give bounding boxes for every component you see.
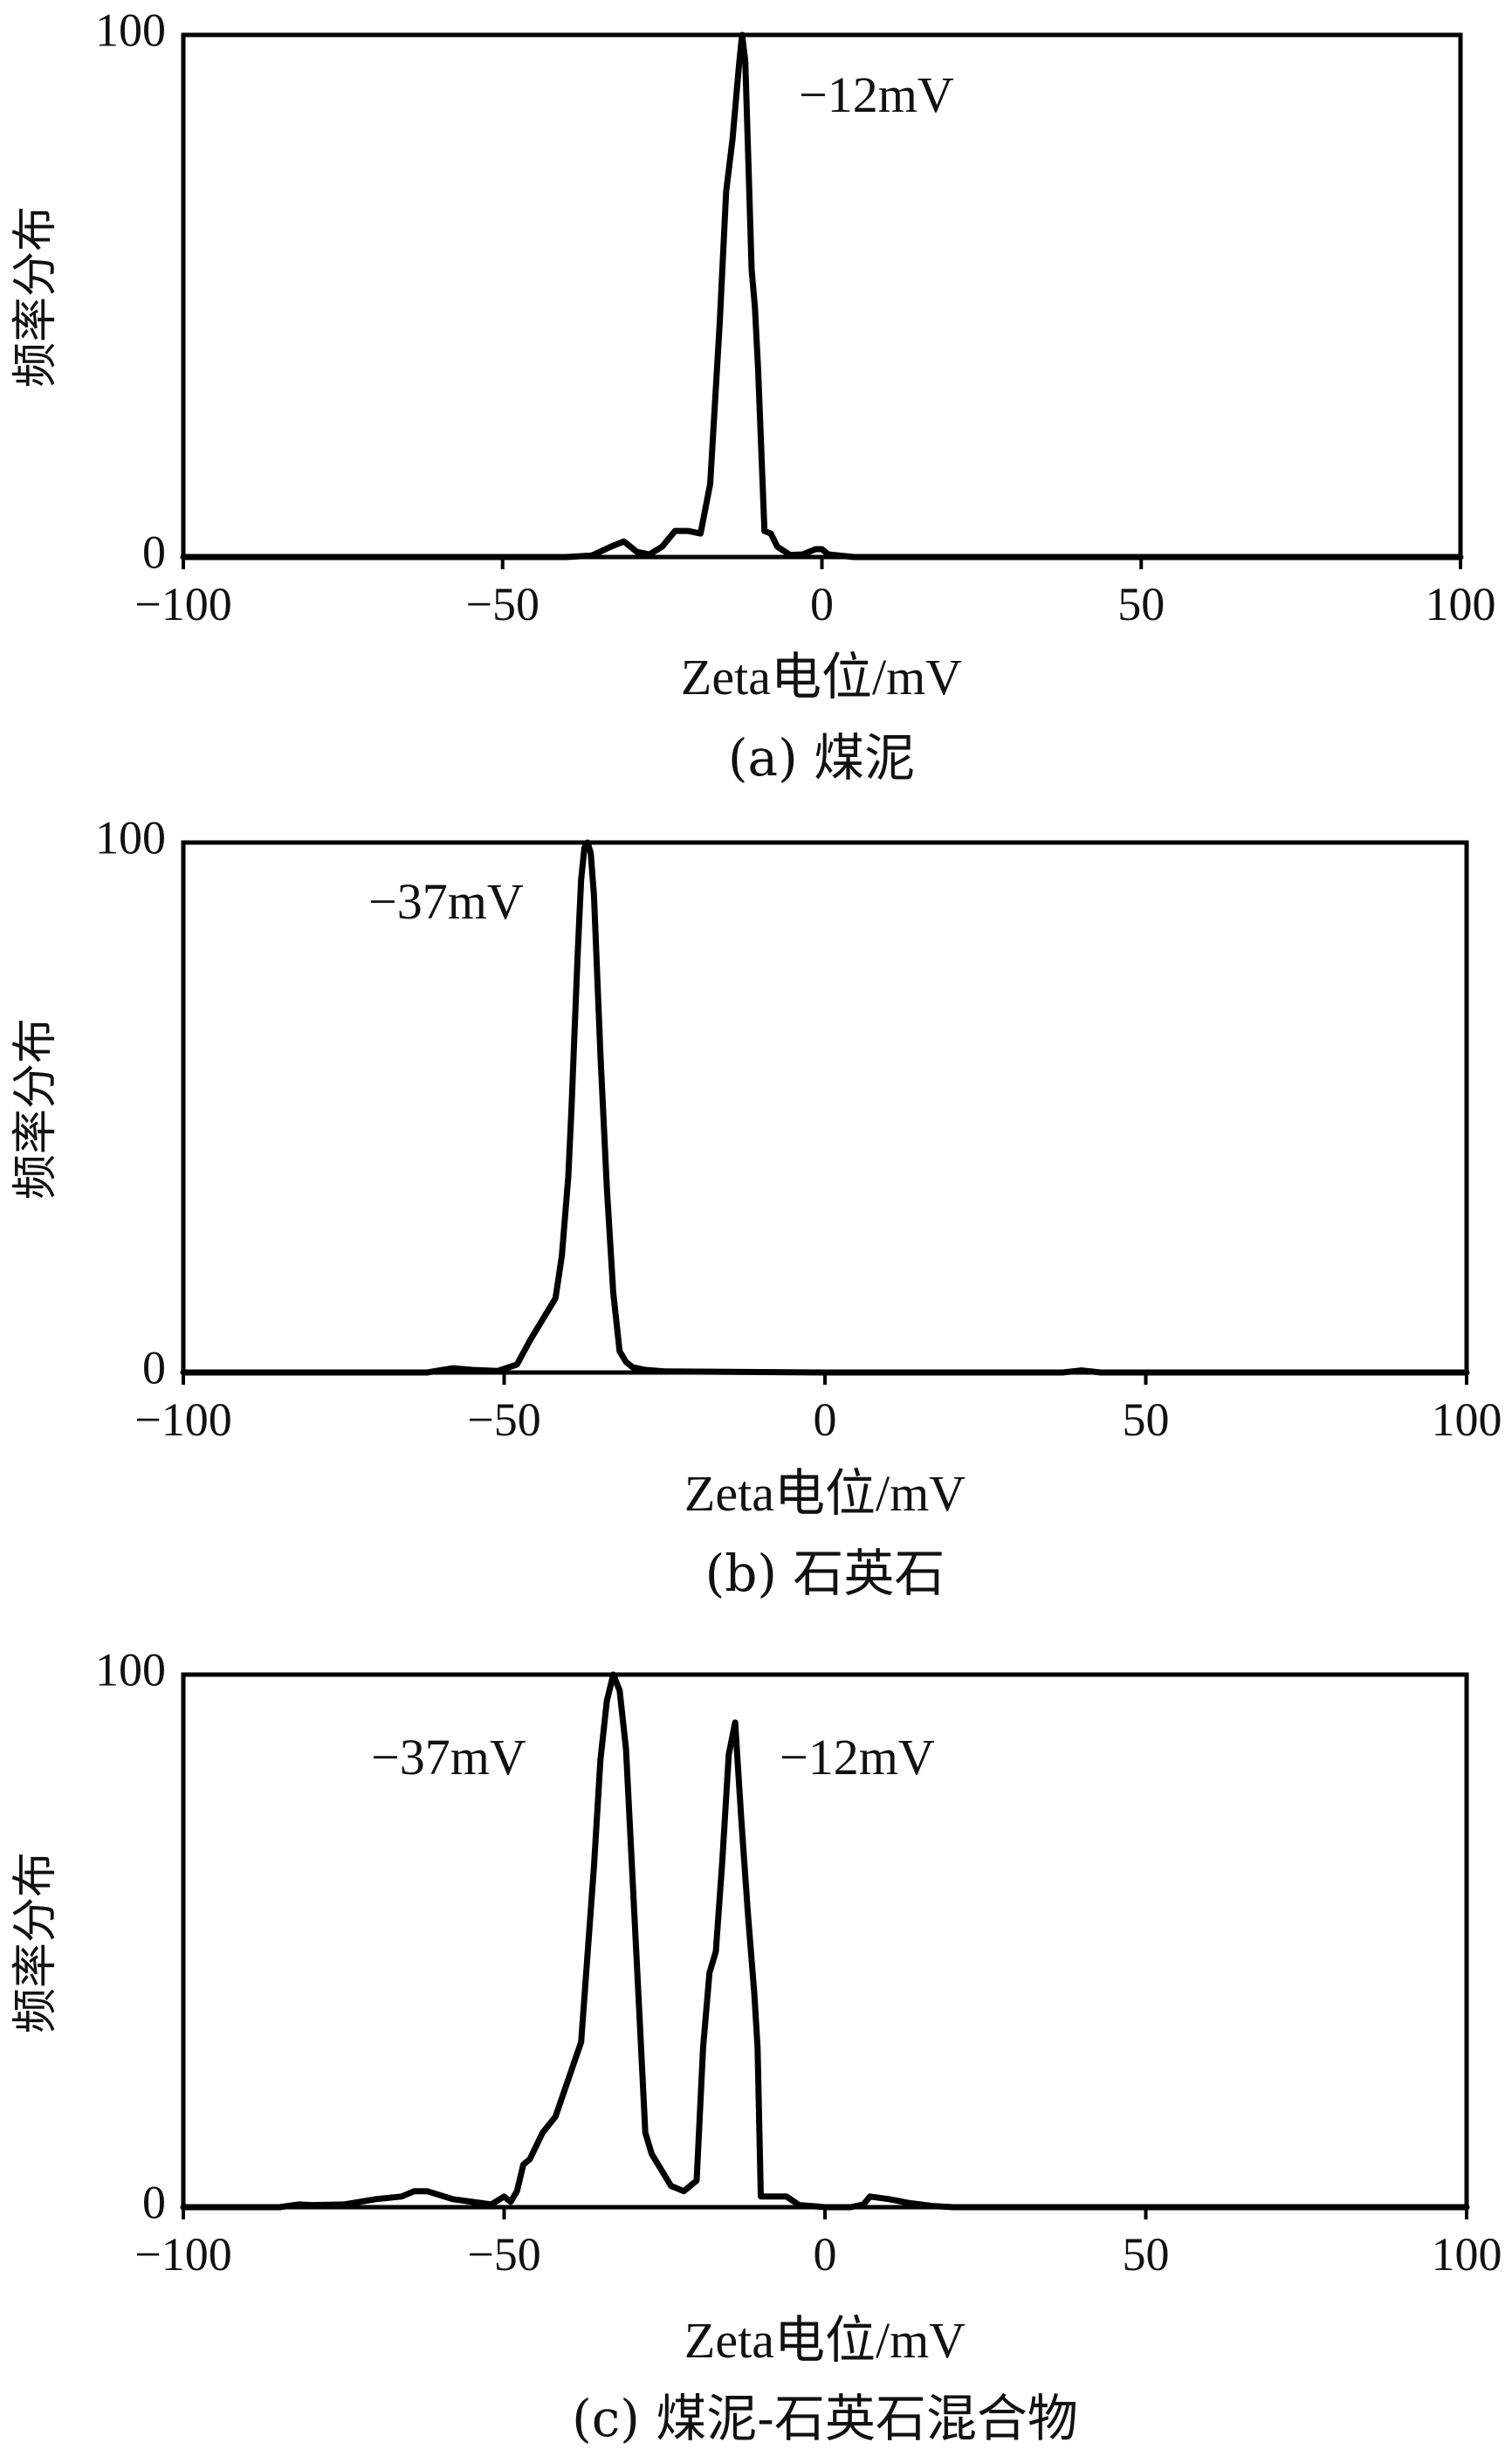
annotation-minus12-a: −12mV (799, 66, 954, 123)
x-ticks-a: −100 −50 0 50 100 (134, 557, 1496, 630)
caption-c: (c) 煤泥-石英石混合物 (572, 2389, 1078, 2448)
annotation-minus37-b: −37mV (368, 873, 524, 930)
x-tick-label-b: −100 (134, 1393, 231, 1446)
x-tick-label-c: −50 (467, 2228, 540, 2281)
x-tick-label-a: −50 (466, 578, 540, 630)
series-line-a (180, 31, 1464, 561)
series-line-c (180, 1671, 1470, 2211)
y-ticks-c: 100 0 (95, 1643, 166, 2228)
panel-c: −100 −50 0 50 100 100 0 −37mV −12mV 频率分布 Zet… (10, 1643, 1502, 2448)
caption-b: (b) 石英石 (705, 1544, 945, 1603)
x-tick-label-c: 0 (814, 2228, 837, 2281)
x-tick-label-b: −50 (467, 1393, 540, 1446)
y-tick-100-b: 100 (95, 811, 166, 863)
x-tick-label-b: 100 (1432, 1393, 1502, 1446)
panel-b: −100 −50 0 50 100 100 0 −37mV 频率分布 Zeta电位/mV… (10, 811, 1502, 1603)
y-tick-100-a: 100 (95, 3, 166, 56)
x-tick-label-a: 0 (810, 578, 834, 630)
y-axis-label-a: 频率分布 (10, 206, 62, 388)
series-line-b (180, 839, 1470, 1376)
y-axis-label-b: 频率分布 (10, 1018, 62, 1200)
x-ticks-b: −100 −50 0 50 100 (134, 1373, 1502, 1446)
y-ticks-a: 100 0 (95, 3, 166, 578)
x-tick-label-b: 50 (1123, 1393, 1170, 1446)
caption-a: (a) 煤泥 (728, 728, 915, 788)
panel-a: −100 −50 0 50 100 100 0 −12mV 频率分布 Zeta电位/mV… (10, 3, 1496, 788)
y-tick-0-b: 0 (142, 1341, 166, 1393)
y-tick-0-a: 0 (142, 526, 166, 578)
x-tick-label-a: −100 (134, 578, 231, 630)
x-tick-label-c: 100 (1432, 2228, 1502, 2281)
x-axis-label-c: Zeta电位/mV (684, 2312, 966, 2369)
x-axis-label-a: Zeta电位/mV (681, 649, 962, 705)
x-ticks-c: −100 −50 0 50 100 (134, 2207, 1502, 2281)
annotation-minus12-c: −12mV (780, 1729, 935, 1785)
y-axis-label-c: 频率分布 (10, 1852, 62, 2033)
x-tick-label-c: 50 (1123, 2228, 1170, 2281)
annotation-minus37-c: −37mV (371, 1729, 526, 1785)
x-tick-label-c: −100 (134, 2228, 231, 2281)
y-tick-100-c: 100 (95, 1643, 166, 1696)
x-tick-label-a: 100 (1426, 578, 1496, 630)
y-ticks-b: 100 0 (95, 811, 166, 1393)
x-axis-label-b: Zeta电位/mV (684, 1465, 966, 1522)
y-tick-0-c: 0 (142, 2176, 166, 2228)
x-tick-label-a: 50 (1117, 578, 1165, 630)
x-tick-label-b: 0 (814, 1393, 837, 1446)
